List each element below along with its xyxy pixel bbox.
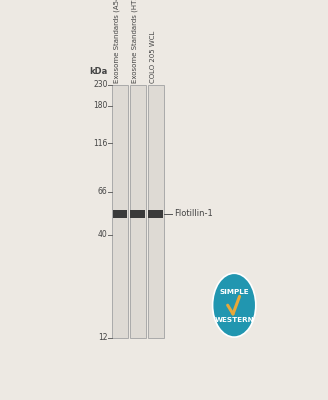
Text: WESTERN: WESTERN — [215, 316, 254, 322]
Text: kDa: kDa — [89, 67, 108, 76]
Text: 12: 12 — [98, 333, 108, 342]
Text: Exosome Standards (A549 cell line): Exosome Standards (A549 cell line) — [113, 0, 120, 84]
Bar — [112, 85, 128, 338]
Bar — [131, 210, 145, 218]
Text: 66: 66 — [98, 187, 108, 196]
Bar — [148, 85, 164, 338]
Text: 40: 40 — [98, 230, 108, 239]
Bar — [113, 210, 128, 218]
Text: 230: 230 — [93, 80, 108, 90]
Ellipse shape — [213, 273, 256, 337]
Text: Flotillin-1: Flotillin-1 — [174, 209, 213, 218]
Text: COLO 205 WCL: COLO 205 WCL — [150, 31, 156, 84]
Text: Exosome Standards (HT29 cell line): Exosome Standards (HT29 cell line) — [131, 0, 138, 84]
Bar — [148, 210, 163, 218]
Bar — [130, 85, 146, 338]
Text: 180: 180 — [93, 102, 108, 110]
Text: 116: 116 — [93, 139, 108, 148]
Text: SIMPLE: SIMPLE — [219, 289, 249, 295]
